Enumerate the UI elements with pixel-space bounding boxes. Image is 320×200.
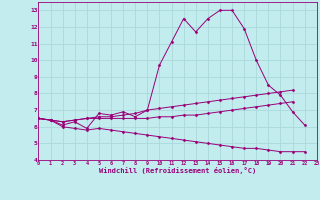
- X-axis label: Windchill (Refroidissement éolien,°C): Windchill (Refroidissement éolien,°C): [99, 167, 256, 174]
